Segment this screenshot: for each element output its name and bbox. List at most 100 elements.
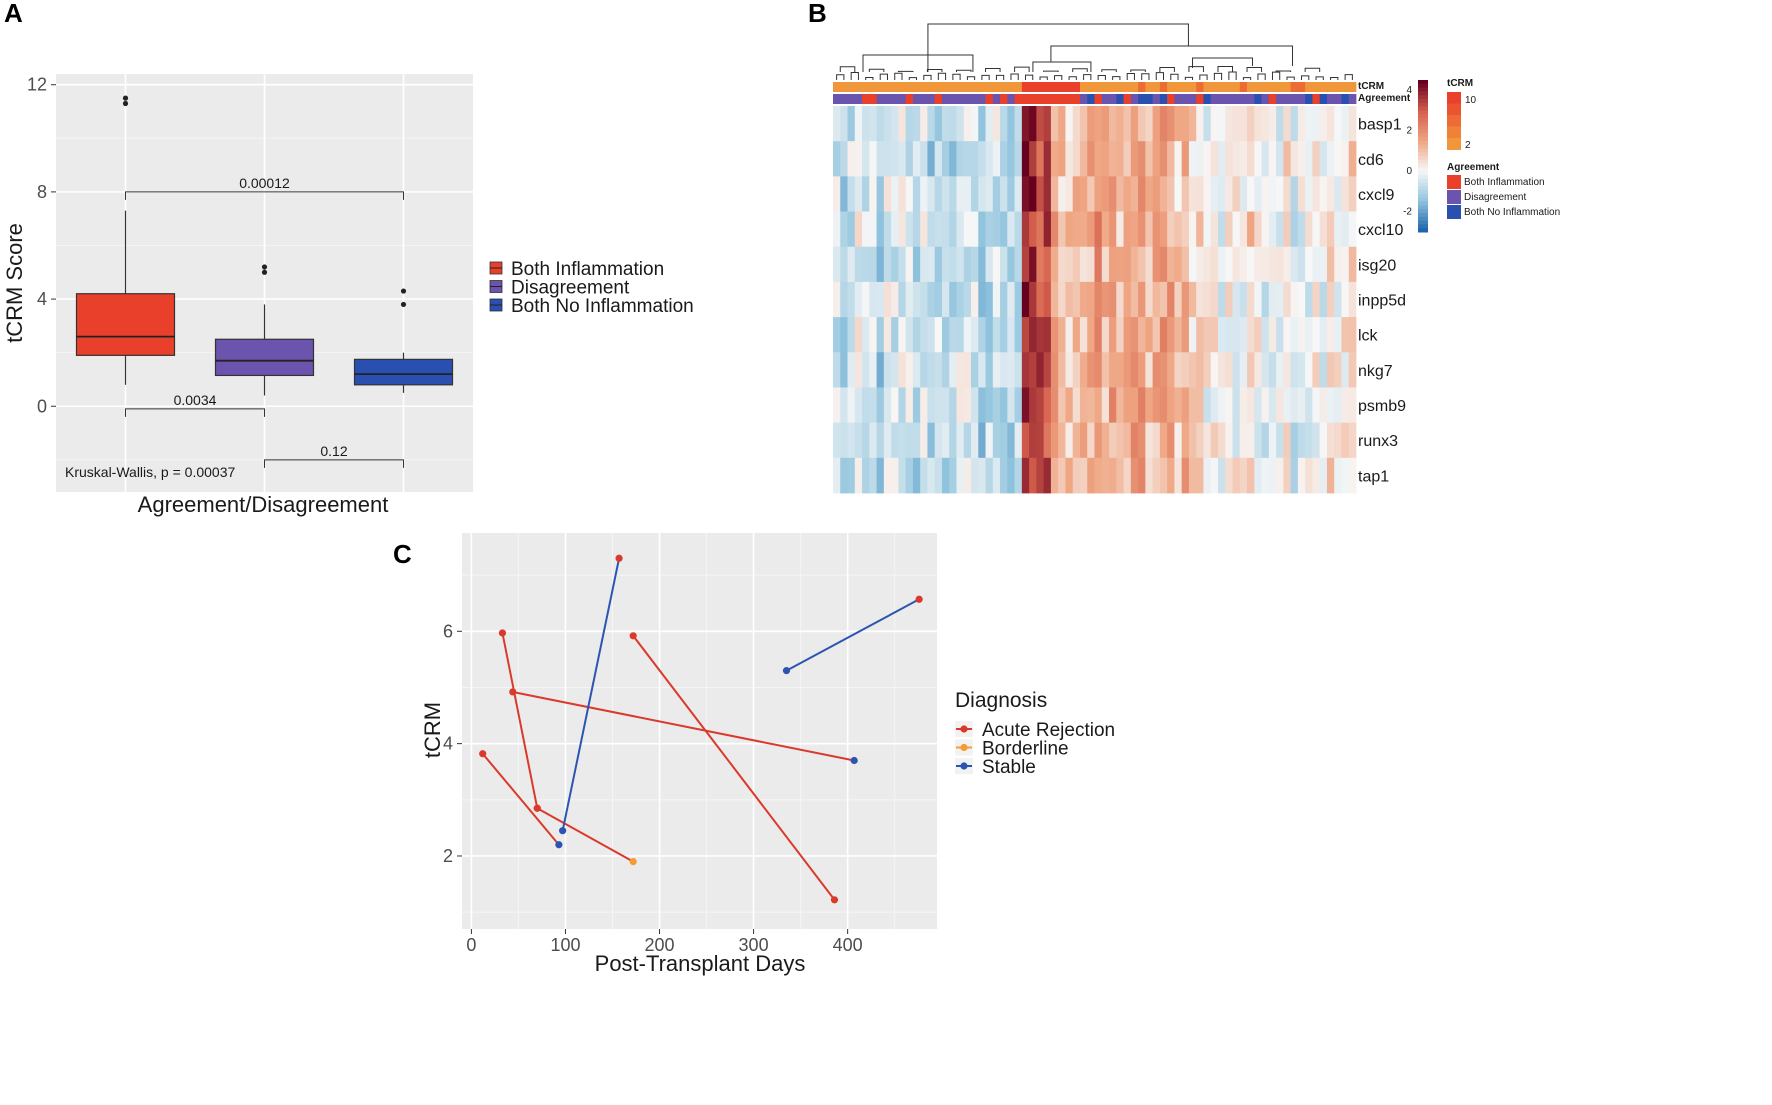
dendrogram-branch bbox=[1246, 66, 1263, 72]
heatmap-cell bbox=[1326, 176, 1335, 212]
heatmap-cell bbox=[949, 211, 957, 248]
heatmap-cell bbox=[1109, 317, 1117, 353]
heatmap-cell bbox=[1196, 246, 1204, 283]
agreement-annotation-cell bbox=[898, 94, 907, 104]
heatmap-cell bbox=[1174, 176, 1183, 212]
heatmap-cell bbox=[1072, 457, 1081, 494]
heatmap-cell bbox=[1217, 211, 1226, 248]
agreement-annotation-cell bbox=[1254, 94, 1262, 104]
dendrogram-branch bbox=[1043, 70, 1059, 72]
heatmap-cell bbox=[1326, 281, 1335, 318]
heatmap-cell bbox=[1058, 457, 1066, 494]
heatmap-cell bbox=[1116, 176, 1124, 212]
agreement-annotation-cell bbox=[927, 94, 936, 104]
dendrogram-branch bbox=[1050, 45, 1294, 66]
tcrm-annotation-cell bbox=[869, 82, 877, 92]
heatmap-cell bbox=[1167, 317, 1175, 353]
heatmap-cell bbox=[1174, 387, 1183, 424]
heatmap-cell bbox=[1210, 176, 1219, 212]
heatmap-cell bbox=[992, 211, 1001, 248]
dendrogram-leaf bbox=[923, 74, 932, 80]
heatmap-cell bbox=[1334, 246, 1342, 283]
heatmap-cell bbox=[963, 176, 972, 212]
heatmap-cell bbox=[876, 317, 885, 353]
gene-label: nkg7 bbox=[1358, 363, 1393, 380]
heatmap-cell bbox=[1290, 211, 1299, 248]
agreement-annotation-cell bbox=[1116, 94, 1124, 104]
heatmap-cell bbox=[949, 352, 957, 388]
heatmap-cell bbox=[1138, 141, 1146, 177]
heatmap-cell bbox=[992, 141, 1001, 177]
heatmap-cell bbox=[1072, 387, 1081, 424]
heatmap-cell bbox=[956, 457, 965, 494]
heatmap-cell bbox=[1087, 106, 1095, 142]
heatmap-cell bbox=[934, 141, 943, 177]
agreement-annotation-cell bbox=[1196, 94, 1204, 104]
comparison-p-value: 0.00012 bbox=[239, 175, 290, 191]
panel-c-scatter: 0 100 200 300 400 2 4 6 Post-Transplant Days tC… bbox=[420, 533, 1115, 976]
heatmap-cell bbox=[1065, 387, 1074, 424]
heatmap-cell bbox=[1305, 457, 1313, 494]
heatmap-cell bbox=[1000, 141, 1008, 177]
heatmap-cell bbox=[956, 176, 965, 212]
heatmap-cell bbox=[978, 387, 986, 424]
heatmap-cell bbox=[862, 387, 870, 424]
tcrm-annotation-cell bbox=[1101, 82, 1110, 92]
dendrogram-branch bbox=[1101, 69, 1117, 72]
colorbar-tick: 4 bbox=[1406, 85, 1412, 96]
heatmap-cell bbox=[1297, 246, 1306, 283]
heatmap-cell bbox=[963, 457, 972, 494]
heatmap-cell bbox=[905, 352, 914, 388]
tcrm-annotation-cell bbox=[1254, 82, 1262, 92]
heatmap-cell bbox=[1043, 176, 1052, 212]
heatmap-cell bbox=[1217, 106, 1226, 142]
heatmap-cell bbox=[1232, 281, 1241, 318]
colorbar-step bbox=[1418, 80, 1428, 85]
heatmap-cell bbox=[1007, 211, 1015, 248]
heatmap-cell bbox=[1297, 352, 1306, 388]
heatmap-cell bbox=[1072, 141, 1081, 177]
heatmap-cell bbox=[1065, 422, 1074, 459]
heatmap-cell bbox=[1152, 141, 1161, 177]
heatmap-cell bbox=[1276, 246, 1284, 283]
heatmap-cell bbox=[1174, 352, 1183, 388]
heatmap-cell bbox=[971, 317, 979, 353]
heatmap-cell bbox=[927, 141, 936, 177]
legend-key-point bbox=[960, 725, 968, 733]
data-point bbox=[555, 841, 563, 849]
tcrm-annotation-cell bbox=[1116, 82, 1124, 92]
heatmap-cell bbox=[1326, 317, 1335, 353]
colorbar-step bbox=[1418, 201, 1428, 206]
heatmap-cell bbox=[1043, 457, 1052, 494]
dendrogram-branch bbox=[1217, 66, 1234, 72]
agreement-annotation-cell bbox=[1000, 94, 1008, 104]
colorbar-step bbox=[1418, 144, 1428, 149]
heatmap-cell bbox=[1312, 106, 1321, 142]
heatmap-cell bbox=[1109, 246, 1117, 283]
heatmap-cell bbox=[1305, 281, 1313, 318]
heatmap-cell bbox=[1348, 422, 1357, 459]
heatmap-cell bbox=[1312, 352, 1321, 388]
heatmap-cell bbox=[1312, 422, 1321, 459]
heatmap-cell bbox=[1210, 317, 1219, 353]
heatmap-cell bbox=[956, 422, 965, 459]
heatmap-cell bbox=[1297, 281, 1306, 318]
tcrm-annotation-cell bbox=[1239, 82, 1248, 92]
heatmap-cell bbox=[920, 141, 928, 177]
dendrogram-leaf bbox=[865, 77, 874, 80]
dendrogram-leaf bbox=[1344, 74, 1353, 80]
heatmap-cell bbox=[905, 106, 914, 142]
heatmap-cell bbox=[1217, 246, 1226, 283]
heatmap-cell bbox=[854, 246, 863, 283]
agreement-annotation-cell bbox=[840, 94, 848, 104]
heatmap-cell bbox=[854, 387, 863, 424]
dendrogram-leaf bbox=[1068, 76, 1077, 80]
dendrogram-branch bbox=[1072, 68, 1088, 72]
heatmap-cell bbox=[1254, 352, 1262, 388]
heatmap-cell bbox=[1123, 387, 1132, 424]
heatmap-cell bbox=[1348, 246, 1357, 283]
heatmap-cell bbox=[934, 246, 943, 283]
colorbar-step bbox=[1418, 133, 1428, 138]
heatmap-cell bbox=[876, 457, 885, 494]
heatmap-cell bbox=[1152, 352, 1161, 388]
